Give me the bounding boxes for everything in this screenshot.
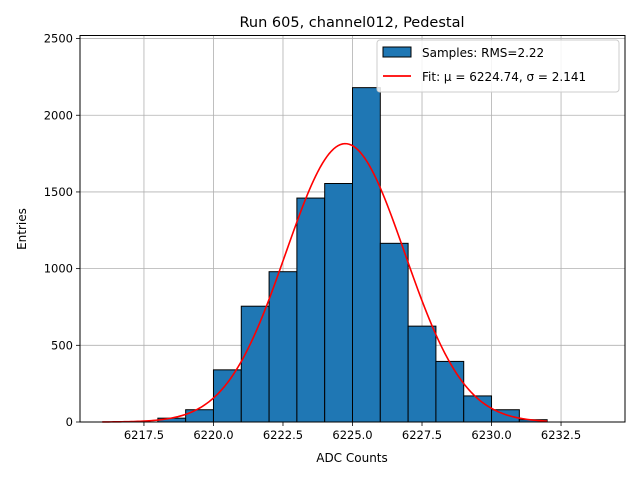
x-tick-label: 6217.5 [124,428,164,442]
x-tick-label: 6225.0 [332,428,372,442]
histogram-bar [240,305,270,423]
histogram-bar [463,395,493,423]
histogram-bar [491,409,520,423]
x-tick-label: 6227.5 [402,428,442,442]
x-tick-label: 6222.5 [263,428,303,442]
x-tick-label: 6230.0 [471,428,511,442]
y-axis-label: Entries [15,208,29,250]
histogram-bar [212,369,242,423]
x-tick-label: 6220.0 [193,428,233,442]
legend-box [376,39,620,93]
y-tick-label: 1500 [44,185,73,199]
histogram-bar [379,242,409,423]
x-axis-label: ADC Counts [316,451,388,465]
fit-curve-group [102,142,548,423]
y-axis-ticks: 0 500 1000 1500 2000 2500 [44,32,80,429]
histogram-bar [268,271,298,423]
y-tick-label: 2500 [44,32,73,46]
histogram-bar [352,87,381,423]
histogram-bar [185,409,214,423]
x-tick-label: 6232.5 [541,428,581,442]
y-tick-label: 500 [51,338,73,352]
legend-label-samples: Samples: RMS=2.22 [422,46,544,60]
legend-swatch-samples [382,46,412,58]
legend: Samples: RMS=2.22 Fit: μ = 6224.74, σ = … [376,39,620,93]
histogram-bar [324,183,353,423]
chart-title: Run 605, channel012, Pedestal [239,15,464,31]
y-tick-label: 0 [66,415,73,429]
legend-label-fit: Fit: μ = 6224.74, σ = 2.141 [422,70,586,84]
histogram-bar [407,325,437,423]
histogram-bar [435,360,465,423]
x-axis-ticks: 6217.5 6220.0 6222.5 6225.0 6227.5 6230.0 6232… [124,422,581,442]
histogram-bar [296,197,326,423]
y-tick-label: 1000 [44,262,73,276]
gaussian-fit-curve [102,142,548,423]
y-tick-label: 2000 [44,108,73,122]
